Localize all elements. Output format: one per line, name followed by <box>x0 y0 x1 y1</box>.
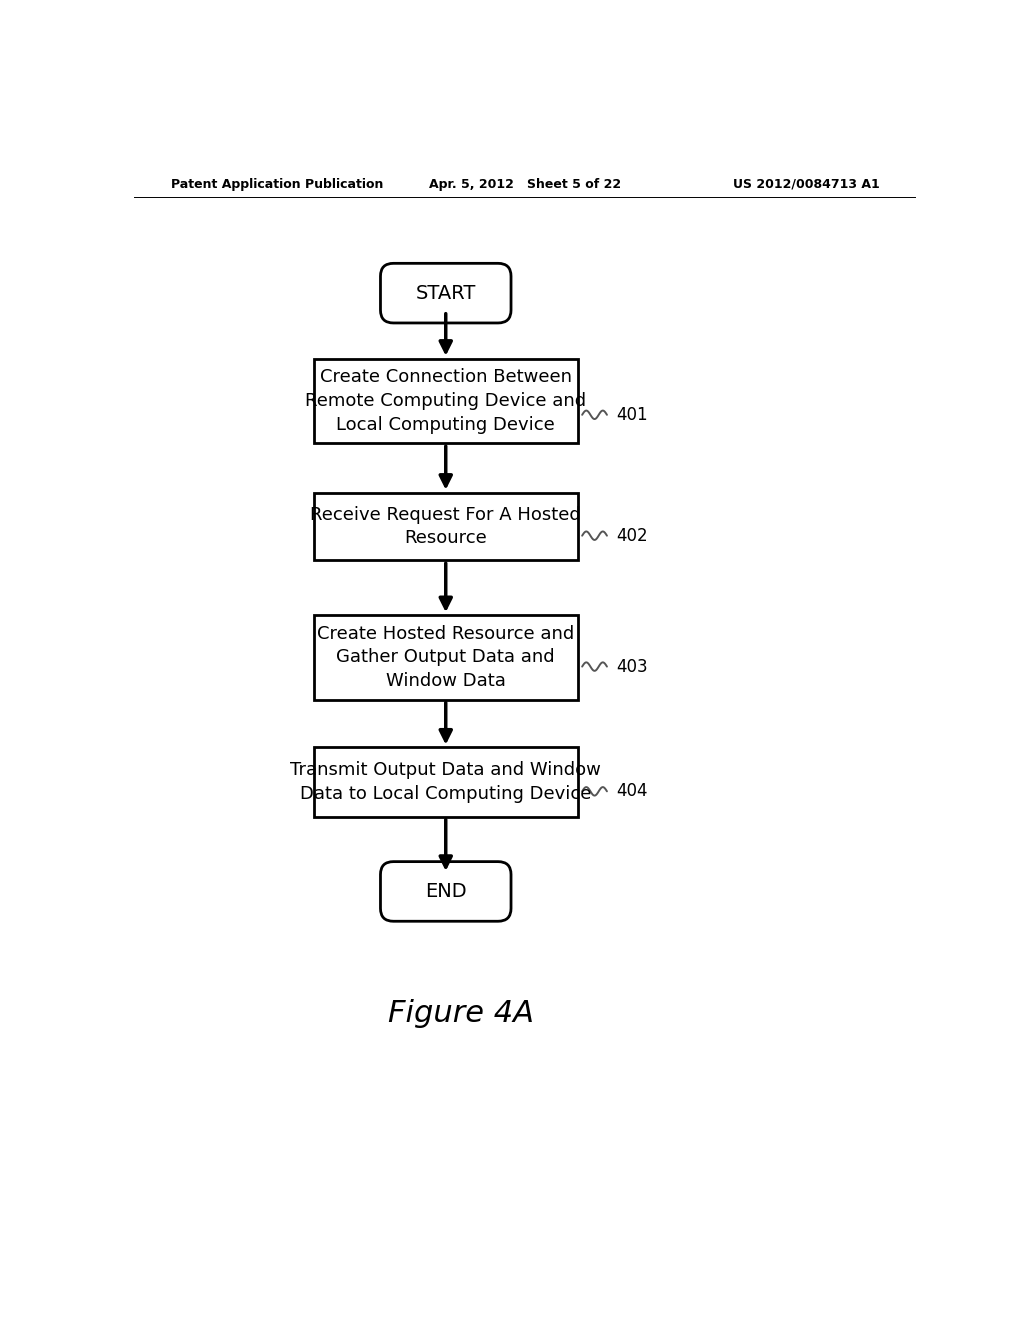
Bar <box>314 359 578 444</box>
Text: 401: 401 <box>616 405 648 424</box>
Text: END: END <box>425 882 467 902</box>
Text: Figure 4A: Figure 4A <box>388 999 535 1027</box>
FancyBboxPatch shape <box>381 862 511 921</box>
Text: Patent Application Publication: Patent Application Publication <box>171 178 383 190</box>
Text: 404: 404 <box>616 783 648 800</box>
Bar <box>314 747 578 817</box>
Bar <box>314 615 578 700</box>
Text: 402: 402 <box>616 527 648 545</box>
Text: 403: 403 <box>616 657 648 676</box>
Bar <box>314 492 578 561</box>
Text: START: START <box>416 284 476 302</box>
Text: Receive Request For A Hosted
Resource: Receive Request For A Hosted Resource <box>310 506 582 548</box>
Text: US 2012/0084713 A1: US 2012/0084713 A1 <box>733 178 880 190</box>
Text: Create Connection Between
Remote Computing Device and
Local Computing Device: Create Connection Between Remote Computi… <box>305 368 587 433</box>
Text: Apr. 5, 2012   Sheet 5 of 22: Apr. 5, 2012 Sheet 5 of 22 <box>429 178 621 190</box>
FancyBboxPatch shape <box>381 263 511 323</box>
Text: Transmit Output Data and Window
Data to Local Computing Device: Transmit Output Data and Window Data to … <box>291 762 601 803</box>
Text: Create Hosted Resource and
Gather Output Data and
Window Data: Create Hosted Resource and Gather Output… <box>317 624 574 690</box>
